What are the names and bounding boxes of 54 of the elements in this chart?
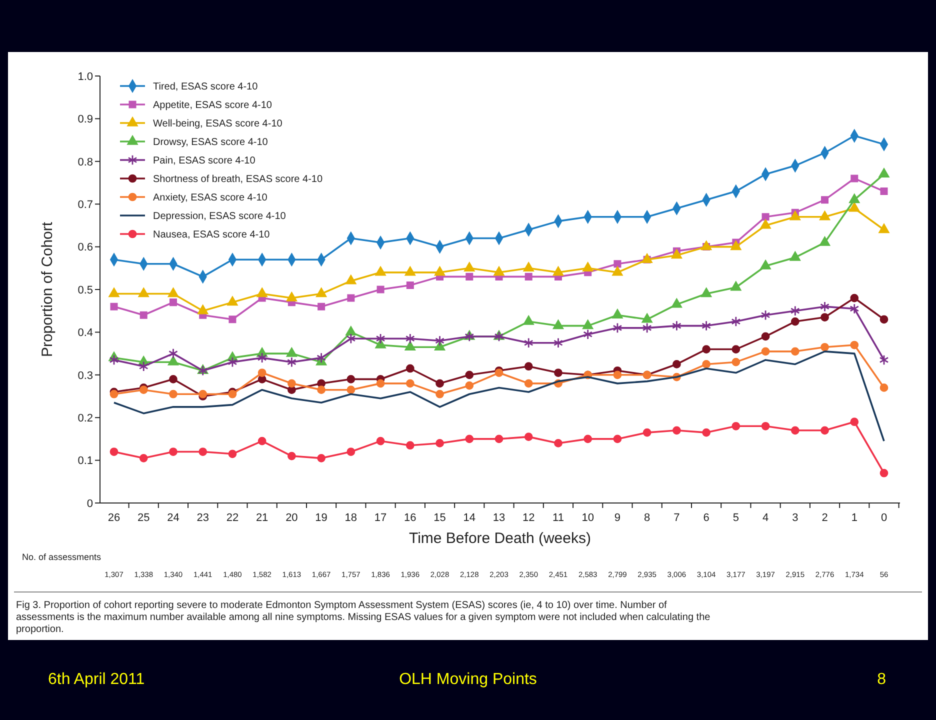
y-tick-label: 0.8 bbox=[78, 156, 93, 168]
text: No. of assessments bbox=[22, 552, 102, 562]
x-tick-label: 3 bbox=[792, 512, 798, 524]
x-tick-label: 25 bbox=[137, 512, 150, 524]
y-tick-label: 0 bbox=[86, 498, 93, 510]
x-tick-label: 10 bbox=[582, 512, 594, 524]
x-tick-label: 22 bbox=[226, 512, 239, 524]
x-tick-label: 7 bbox=[674, 512, 680, 524]
legend-label: Tired, ESAS score 4-10 bbox=[153, 82, 258, 92]
y-tick-label: 0.4 bbox=[78, 327, 93, 340]
legend-label: Drowsy, ESAS score 4-10 bbox=[153, 137, 268, 148]
x-tick-label: 1 bbox=[851, 512, 858, 524]
legend-label: Depression, ESAS score 4-10 bbox=[153, 211, 286, 222]
x-tick-label: 6 bbox=[703, 512, 710, 524]
x-tick-label: 21 bbox=[256, 512, 268, 524]
x-tick-label: 11 bbox=[552, 512, 564, 524]
x-tick-label: 23 bbox=[196, 512, 209, 524]
y-tick-label: 0.5 bbox=[78, 284, 93, 296]
x-axis-title: Time Before Death (weeks) bbox=[408, 530, 592, 547]
x-tick-label: 4 bbox=[762, 512, 769, 524]
y-tick-label: 0.2 bbox=[78, 412, 93, 424]
y-tick-label: 0.7 bbox=[78, 198, 93, 211]
text: 6th April 2011 bbox=[48, 671, 145, 688]
text: OLH Moving Points bbox=[399, 671, 537, 688]
legend-label: Nausea, ESAS score 4-10 bbox=[153, 230, 270, 240]
x-tick-label: 9 bbox=[614, 512, 621, 524]
x-tick-label: 16 bbox=[404, 512, 416, 524]
x-tick-label: 2 bbox=[822, 512, 828, 524]
y-tick-label: 0.3 bbox=[78, 370, 93, 382]
legend-label: Shortness of breath, ESAS score 4-10 bbox=[153, 174, 323, 185]
x-tick-label: 18 bbox=[344, 512, 358, 524]
y-tick-label: 0.1 bbox=[78, 455, 93, 468]
y-tick-label: 0.9 bbox=[78, 114, 93, 126]
legend-label: Pain, ESAS score 4-10 bbox=[153, 156, 256, 166]
y-axis-title: Proportion of Cohort bbox=[39, 221, 56, 358]
x-tick-label: 13 bbox=[492, 512, 506, 524]
x-tick-label: 12 bbox=[522, 512, 535, 524]
y-tick-label: 0.6 bbox=[78, 242, 93, 254]
text: 8 bbox=[877, 671, 886, 688]
x-tick-label: 20 bbox=[286, 512, 298, 524]
legend-label: Well-being, ESAS score 4-10 bbox=[153, 118, 283, 130]
x-tick-label: 19 bbox=[315, 512, 328, 524]
x-tick-label: 14 bbox=[463, 512, 476, 524]
x-tick-label: 26 bbox=[108, 512, 120, 524]
x-tick-label: 17 bbox=[374, 512, 387, 524]
legend-label: Anxiety, ESAS score 4-10 bbox=[153, 192, 268, 204]
x-tick-label: 8 bbox=[644, 512, 650, 524]
y-tick-label: 1.0 bbox=[78, 70, 93, 83]
x-tick-label: 0 bbox=[880, 512, 888, 524]
legend-label: Appetite, ESAS score 4-10 bbox=[153, 100, 272, 111]
x-tick-label: 5 bbox=[732, 512, 739, 524]
x-tick-label: 24 bbox=[167, 512, 180, 524]
caption: Fig 3. Proportion of cohort reporting severe to moderate Edmonton Symptom Assessment System (ESAS) scores (ie, 4 to 10) over time. Number of assessments is the maximum number available among all nine symptoms. Missing ESAS values for a given symptom were not included when calculating the proportion. bbox=[16, 600, 711, 635]
x-tick-label: 15 bbox=[434, 512, 446, 524]
